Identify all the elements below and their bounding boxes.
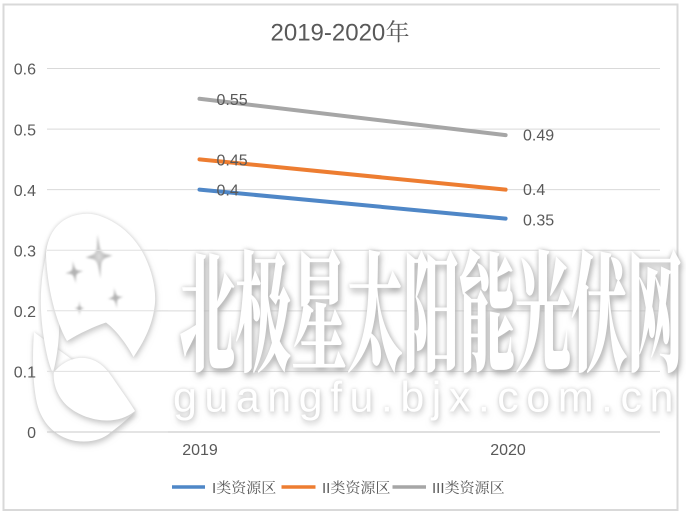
svg-text:2019: 2019 <box>182 442 218 459</box>
svg-text:guangfu.bjx.com.cn: guangfu.bjx.com.cn <box>173 374 681 422</box>
svg-text:0.3: 0.3 <box>14 243 36 260</box>
svg-text:0.4: 0.4 <box>14 183 36 200</box>
svg-text:2019-2020: 2019-2020 <box>271 20 386 47</box>
svg-text:2020: 2020 <box>490 442 526 459</box>
svg-text:0.49: 0.49 <box>523 128 554 145</box>
svg-text:0.1: 0.1 <box>14 365 36 382</box>
svg-text:0.6: 0.6 <box>14 62 36 79</box>
svg-text:I: I <box>212 480 216 497</box>
svg-text:0.55: 0.55 <box>217 92 248 109</box>
svg-text:0.45: 0.45 <box>217 152 248 169</box>
svg-text:0: 0 <box>27 425 36 442</box>
svg-text:0.5: 0.5 <box>14 122 36 139</box>
svg-text:III: III <box>432 480 445 497</box>
svg-text:II: II <box>322 480 330 497</box>
svg-text:0.2: 0.2 <box>14 304 36 321</box>
svg-text:0.4: 0.4 <box>217 183 239 200</box>
svg-text:0.4: 0.4 <box>523 182 545 199</box>
svg-text:0.35: 0.35 <box>523 212 554 229</box>
